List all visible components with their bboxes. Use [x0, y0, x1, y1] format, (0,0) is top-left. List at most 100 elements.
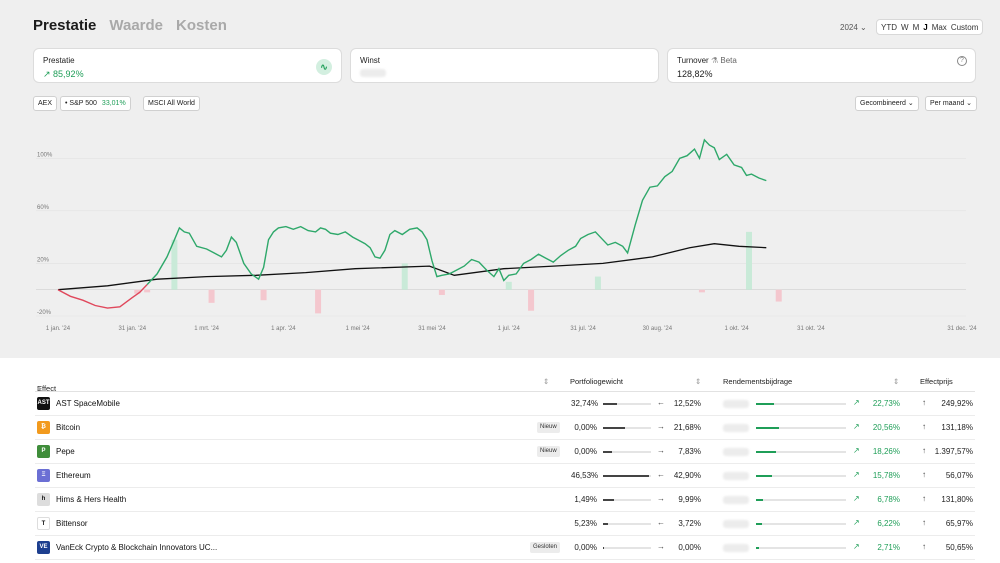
table-row[interactable]: P Pepe Nieuw 0,00% → 7,83% ↗ 18,26% ↑ 1.397,57% — [35, 440, 975, 464]
contribution-bar — [756, 499, 846, 501]
help-icon[interactable]: ? — [957, 56, 967, 66]
trend-up-icon: ↗ — [853, 470, 860, 479]
arrow-icon: → — [657, 446, 665, 455]
x-tick-label: 31 okt. '24 — [797, 326, 825, 332]
winst-card: Winst — [350, 48, 659, 83]
contribution-value: 20,56% — [872, 423, 900, 432]
sort-icon[interactable]: ⇕ — [695, 377, 702, 386]
return-bar — [171, 239, 178, 290]
weight-start: 0,00% — [574, 543, 597, 552]
sort-icon[interactable]: ⇕ — [893, 377, 900, 386]
weight-start: 1,49% — [574, 495, 597, 504]
x-tick-label: 31 dec. '24 — [947, 326, 977, 332]
asset-logo: P — [37, 445, 50, 458]
range-custom[interactable]: Custom — [950, 22, 979, 32]
status-badge: Gesloten — [530, 542, 561, 553]
range-selector: YTD W M J Max Custom — [876, 19, 984, 35]
range-year[interactable]: J — [923, 22, 928, 32]
return-bar — [746, 231, 753, 290]
asset-logo: h — [37, 493, 50, 506]
price-value: 65,97% — [945, 519, 973, 528]
table-body: AST AST SpaceMobile 32,74% ← 12,52% ↗ 22,73% ↑ 2… — [35, 392, 975, 560]
period-dropdown[interactable]: Per maand ⌄ — [925, 96, 978, 111]
range-week[interactable]: W — [901, 22, 909, 32]
y-tick-label: 100% — [37, 152, 53, 158]
winst-label: Winst — [360, 56, 380, 65]
benchmark-msci[interactable]: MSCI All World — [143, 96, 200, 111]
return-bar — [315, 289, 322, 314]
sp500-value: 33,01% — [101, 100, 126, 107]
table-row[interactable]: VE VanEck Crypto & Blockchain Innovators … — [35, 536, 975, 560]
header-price[interactable]: Effectprijs — [920, 377, 953, 386]
benchmark-sp500[interactable]: • S&P 500 33,01% — [60, 96, 131, 111]
contribution-bar — [756, 475, 846, 477]
turnover-card: Turnover ⚗ Beta 128,82% ? — [667, 48, 976, 83]
contribution-bar — [756, 523, 846, 525]
asset-logo: AST — [37, 397, 50, 410]
trend-up-icon: ↗ — [853, 494, 860, 503]
weight-end: 21,68% — [673, 423, 701, 432]
header-weight[interactable]: Portfoliogewicht — [570, 377, 623, 386]
return-bar — [438, 289, 445, 295]
weight-end: 42,90% — [673, 471, 701, 480]
weight-end: 0,00% — [678, 543, 701, 552]
range-max[interactable]: Max — [931, 22, 947, 32]
view-tabs: Prestatie Waarde Kosten — [33, 17, 227, 34]
price-up-icon: ↑ — [922, 470, 926, 479]
range-month[interactable]: M — [912, 22, 920, 32]
tab-kosten[interactable]: Kosten — [176, 17, 227, 34]
asset-name[interactable]: AST SpaceMobile — [56, 399, 120, 408]
header-contribution[interactable]: Rendementsbijdrage — [723, 377, 793, 386]
x-tick-label: 31 jan. '24 — [119, 326, 147, 332]
weight-start: 46,53% — [571, 471, 599, 480]
status-badge: Nieuw — [537, 446, 560, 457]
weight-start: 5,23% — [574, 519, 597, 528]
return-bar — [401, 263, 408, 290]
tab-prestatie[interactable]: Prestatie — [33, 17, 97, 34]
contribution-value: 15,78% — [872, 471, 900, 480]
benchmark-line — [57, 243, 767, 291]
weight-start: 32,74% — [571, 399, 599, 408]
mode-dropdown[interactable]: Gecombineerd ⌄ — [855, 96, 919, 111]
price-up-icon: ↑ — [922, 518, 926, 527]
asset-name[interactable]: Pepe — [56, 447, 75, 456]
weight-end: 7,83% — [678, 447, 701, 456]
status-badge: Nieuw — [537, 422, 560, 433]
contribution-bar — [756, 451, 846, 453]
asset-name[interactable]: Ethereum — [56, 471, 91, 480]
weight-bar — [603, 523, 651, 525]
trend-up-icon: ↗ — [853, 446, 860, 455]
price-up-icon: ↑ — [922, 446, 926, 455]
x-tick-label: 1 jan. '24 — [46, 326, 71, 332]
beta-label: Beta — [720, 56, 737, 65]
benchmark-aex[interactable]: AEX — [33, 96, 58, 111]
range-ytd[interactable]: YTD — [881, 22, 897, 32]
table-row[interactable]: Ξ Ethereum 46,53% ← 42,90% ↗ 15,78% ↑ 56,07% — [35, 464, 975, 488]
contribution-hidden — [723, 520, 749, 528]
trend-icon[interactable]: ∿ — [316, 59, 332, 75]
table-row[interactable]: h Hims & Hers Health 1,49% → 9,99% ↗ 6,78% ↑ 131… — [35, 488, 975, 512]
table-row[interactable]: ₿ Bitcoin Nieuw 0,00% → 21,68% ↗ 20,56% ↑ 131,18% — [35, 416, 975, 440]
price-value: 249,92% — [941, 399, 973, 408]
x-tick-label: 1 apr. '24 — [271, 326, 296, 332]
asset-name[interactable]: Bitcoin — [56, 423, 81, 432]
asset-name[interactable]: Bittensor — [56, 519, 88, 528]
table-row[interactable]: AST AST SpaceMobile 32,74% ← 12,52% ↗ 22,73% ↑ 2… — [35, 392, 975, 416]
prestatie-value: ↗ 85,92% — [43, 69, 84, 79]
sort-icon[interactable]: ⇕ — [543, 377, 550, 386]
holdings-table: Effect ● ⇕ Portfoliogewicht ⇕ Rendements… — [35, 370, 975, 560]
year-select[interactable]: 2024 ⌄ — [840, 23, 867, 32]
weight-start: 0,00% — [574, 447, 597, 456]
performance-panel: Prestatie Waarde Kosten 2024 ⌄ YTD W M J… — [0, 0, 1000, 358]
y-tick-label: -20% — [37, 310, 52, 316]
contribution-value: 6,22% — [877, 519, 900, 528]
asset-name[interactable]: Hims & Hers Health — [56, 495, 127, 504]
asset-name[interactable]: VanEck Crypto & Blockchain Innovators UC… — [56, 543, 218, 552]
prestatie-label: Prestatie — [43, 56, 75, 65]
winst-value-hidden — [360, 69, 386, 79]
header-effect-label: Effect — [37, 384, 57, 393]
contribution-hidden — [723, 400, 749, 408]
weight-end: 3,72% — [678, 519, 701, 528]
tab-waarde[interactable]: Waarde — [109, 17, 164, 34]
table-row[interactable]: T Bittensor 5,23% ← 3,72% ↗ 6,22% ↑ 65,97% — [35, 512, 975, 536]
